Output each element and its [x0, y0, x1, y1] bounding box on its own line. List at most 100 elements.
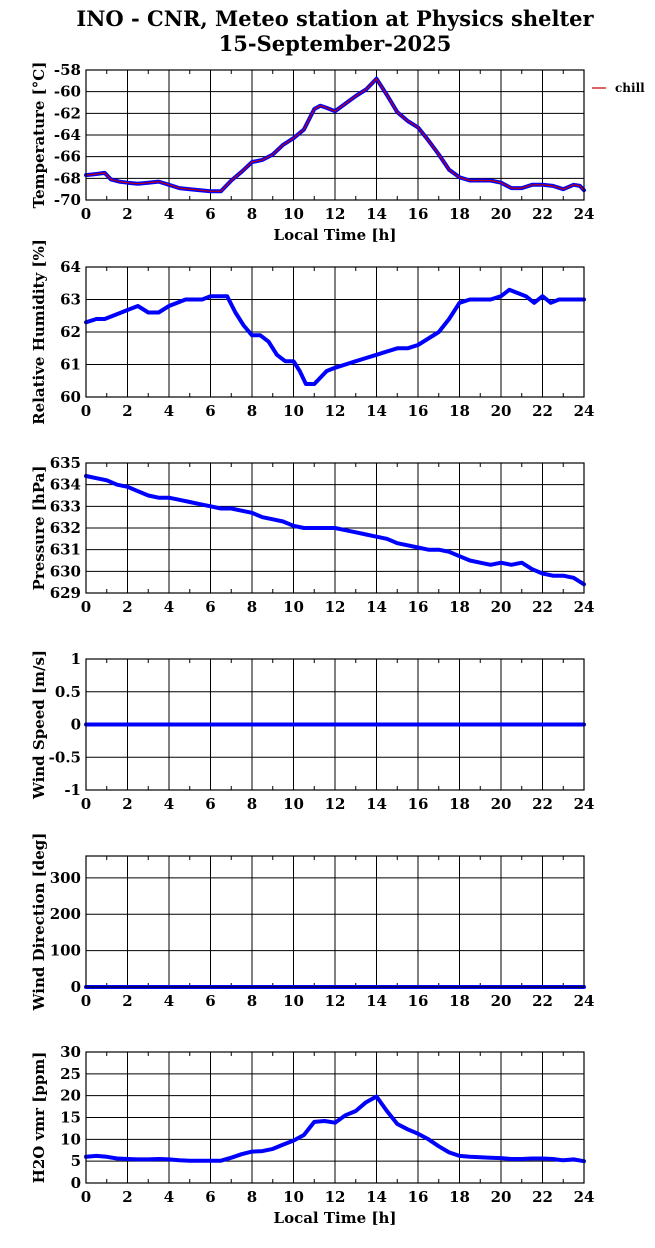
wind-direction-x-tick-label: 14 [366, 992, 387, 1010]
wind-speed-frame [85, 658, 585, 791]
humidity-y-tick-label: 62 [60, 323, 81, 341]
temperature-y-tick-label: -64 [54, 126, 81, 144]
pressure-y-axis-label: Pressure [hPa] [30, 466, 48, 591]
wind-direction-x-tick-label: 2 [122, 992, 132, 1010]
temperature-x-tick-label: 6 [205, 205, 215, 223]
h2o-vmr-x-axis-label: Local Time [h] [274, 1209, 397, 1227]
temperature-legend: chill [592, 81, 645, 95]
humidity-x-tick-label: 16 [408, 402, 429, 420]
wind-direction-grid [86, 856, 584, 987]
wind-direction-y-tick-label: 200 [50, 905, 81, 923]
h2o-vmr-y-tick-label: 25 [60, 1065, 81, 1083]
pressure-x-tick-label: 10 [283, 598, 304, 616]
humidity-x-tick-label: 4 [164, 402, 174, 420]
temperature-y-tick-label: -66 [54, 148, 81, 166]
pressure-y-tick-label: 632 [50, 519, 81, 537]
wind-direction-x-tick-label: 24 [574, 992, 595, 1010]
h2o-vmr-x-tick-label: 18 [449, 1188, 470, 1206]
humidity-x-tick-label: 6 [205, 402, 215, 420]
pressure-y-tick-label: 635 [50, 454, 81, 472]
h2o-vmr-x-tick-label: 16 [408, 1188, 429, 1206]
pressure-x-tick-label: 6 [205, 598, 215, 616]
h2o-vmr-frame [85, 1051, 585, 1184]
wind-speed-x-tick-label: 8 [247, 795, 257, 813]
chart-panels: 0 2 4 6 8 10 12 14 16 18 20 22 24-70-68-66-64-62-60-… [30, 61, 645, 1227]
h2o-vmr-grid [86, 1052, 584, 1183]
wind-speed-y-tick-label: 1 [71, 650, 81, 668]
h2o-vmr-y-tick-label: 5 [71, 1152, 81, 1170]
h2o-vmr-y-tick-label: 30 [60, 1043, 81, 1061]
humidity-x-tick-label: 24 [574, 402, 595, 420]
pressure-x-tick-label: 14 [366, 598, 387, 616]
wind-speed-x-tick-label: 4 [164, 795, 174, 813]
humidity-y-axis-label: Relative Humidity [%] [30, 239, 48, 425]
wind-speed-y-tick-label: 0 [71, 716, 81, 734]
temperature-frame [85, 69, 585, 201]
pressure-x-tick-label: 8 [247, 598, 257, 616]
h2o-vmr-y-tick-label: 10 [60, 1130, 81, 1148]
temperature-x-tick-label: 12 [325, 205, 346, 223]
h2o-vmr-x-tick-label: 22 [532, 1188, 553, 1206]
humidity-x-tick-label: 14 [366, 402, 387, 420]
wind-speed-x-tick-label: 22 [532, 795, 553, 813]
h2o-vmr-x-tick-label: 12 [325, 1188, 346, 1206]
pressure-x-tick-label: 16 [408, 598, 429, 616]
humidity-x-tick-label: 2 [122, 402, 132, 420]
pressure-y-tick-label: 633 [50, 497, 81, 515]
wind-speed-x-tick-label: 12 [325, 795, 346, 813]
humidity-series-0 [84, 287, 586, 386]
pressure-y-tick-label: 634 [50, 476, 81, 494]
wind-speed-y-axis-label: Wind Speed [m/s] [30, 650, 48, 800]
h2o-vmr-y-axis-label: H2O vmr [ppm] [30, 1052, 48, 1184]
wind-speed-x-tick-label: 24 [574, 795, 595, 813]
panel-temperature: 0 2 4 6 8 10 12 14 16 18 20 22 24-70-68-66-64-62-60-… [30, 61, 645, 244]
humidity-y-tick-label: 61 [60, 356, 81, 374]
wind-speed-x-tick-label: 10 [283, 795, 304, 813]
pressure-series-0 [84, 474, 586, 587]
h2o-vmr-x-tick-label: 6 [205, 1188, 215, 1206]
temperature-y-tick-label: -58 [54, 61, 81, 79]
temperature-y-tick-label: -68 [54, 169, 81, 187]
wind-direction-x-tick-label: 4 [164, 992, 174, 1010]
temperature-grid [86, 70, 584, 200]
wind-direction-x-tick-label: 0 [81, 992, 91, 1010]
wind-direction-y-tick-label: 0 [71, 978, 81, 996]
pressure-x-tick-label: 12 [325, 598, 346, 616]
wind-direction-x-tick-label: 8 [247, 992, 257, 1010]
temperature-x-tick-label: 22 [532, 205, 553, 223]
h2o-vmr-x-tick-label: 4 [164, 1188, 174, 1206]
temperature-x-tick-label: 18 [449, 205, 470, 223]
pressure-frame [85, 462, 585, 594]
h2o-vmr-x-tick-label: 10 [283, 1188, 304, 1206]
wind-direction-frame [85, 855, 585, 988]
pressure-x-tick-label: 24 [574, 598, 595, 616]
wind-speed-y-tick-label: 0.5 [55, 683, 81, 701]
wind-direction-x-tick-label: 6 [205, 992, 215, 1010]
humidity-y-tick-label: 63 [60, 291, 81, 309]
pressure-x-tick-label: 2 [122, 598, 132, 616]
h2o-vmr-y-tick-label: 0 [71, 1174, 81, 1192]
pressure-x-tick-label: 4 [164, 598, 174, 616]
humidity-x-tick-label: 22 [532, 402, 553, 420]
humidity-x-tick-label: 10 [283, 402, 304, 420]
wind-speed-y-tick-label: -0.5 [49, 748, 81, 766]
wind-direction-x-tick-label: 18 [449, 992, 470, 1010]
temperature-x-axis-label: Local Time [h] [274, 226, 397, 244]
wind-direction-y-tick-label: 100 [50, 942, 81, 960]
pressure-x-tick-label: 0 [81, 598, 91, 616]
humidity-grid [86, 267, 584, 397]
wind-speed-x-tick-label: 6 [205, 795, 215, 813]
humidity-y-tick-label: 60 [60, 388, 81, 406]
wind-direction-x-tick-label: 16 [408, 992, 429, 1010]
panel-humidity: 0 2 4 6 8 10 12 14 16 18 20 22 246061626364Relative … [30, 239, 594, 425]
temperature-y-tick-label: -60 [54, 83, 81, 101]
temperature-x-tick-label: 0 [81, 205, 91, 223]
temperature-x-tick-label: 2 [122, 205, 132, 223]
wind-speed-x-tick-label: 20 [491, 795, 512, 813]
temperature-x-tick-label: 20 [491, 205, 512, 223]
humidity-x-tick-label: 20 [491, 402, 512, 420]
humidity-x-tick-label: 18 [449, 402, 470, 420]
temperature-x-tick-label: 14 [366, 205, 387, 223]
